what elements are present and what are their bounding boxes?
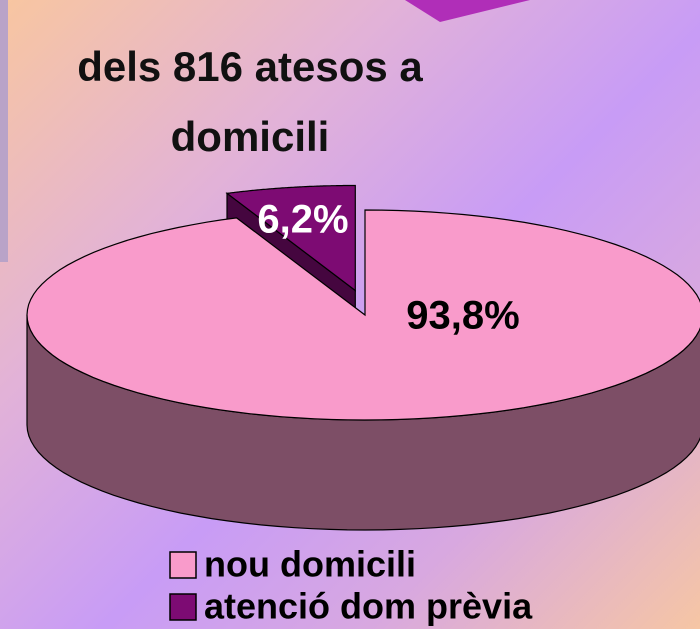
legend-swatch <box>169 593 197 621</box>
chart-title: dels 816 atesos a domicili <box>77 43 423 160</box>
decor-triangle <box>405 0 530 22</box>
legend-label: atenció dom prèvia <box>204 586 533 627</box>
legend-swatch <box>169 551 197 579</box>
legend-label: nou domicili <box>204 544 416 585</box>
left-panel <box>0 0 8 262</box>
slice <box>26 209 700 421</box>
slice <box>225 184 356 292</box>
data-label: 93,8% <box>406 294 519 338</box>
data-label: 6,2% <box>257 198 348 242</box>
